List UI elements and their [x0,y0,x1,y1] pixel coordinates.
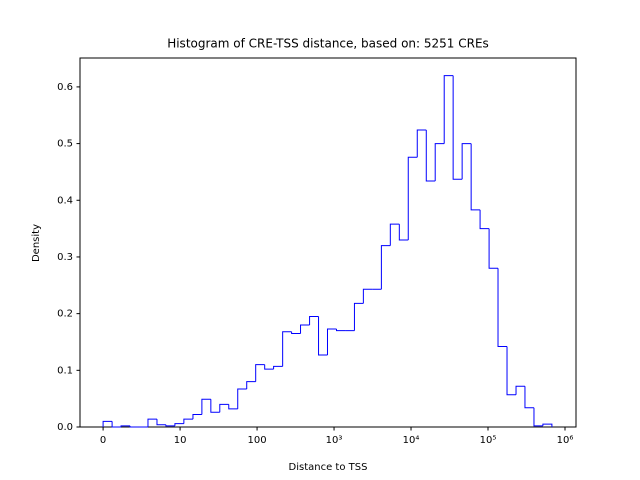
y-tick-label: 0.2 [57,309,73,320]
hist-step [201,398,211,415]
hist-step [488,228,499,269]
hist-step [309,315,319,325]
y-tick-label: 0.6 [57,82,73,93]
hist-step [389,223,400,246]
hist-step [515,385,525,395]
plot-frame [79,57,577,428]
hist-step [219,403,229,413]
hist-step [416,129,427,158]
hist-step [318,316,328,356]
y-tick-label: 0.4 [57,195,73,206]
y-tick-label: 0.1 [57,365,73,376]
hist-step [533,407,543,427]
x-axis-label: Distance to TSS [289,462,368,473]
hist-step [111,421,122,428]
hist-step [362,288,373,304]
x-tick-label: 10³ [326,435,343,446]
hist-step [102,420,113,427]
hist-step [398,224,409,241]
hist-step [120,425,131,427]
hist-step [380,245,391,290]
x-tick-label: 0 [100,435,106,446]
y-tick-label: 0.3 [57,252,73,263]
hist-step [452,75,463,180]
y-axis-label: Density [31,224,42,262]
hist-step [542,423,553,427]
hist-step [434,143,445,181]
hist-step [264,364,274,370]
hist-step [461,143,472,180]
hist-step [300,324,310,334]
hist-step [407,156,418,240]
hist-step [326,328,337,356]
y-tick-label: 0.0 [57,422,73,433]
hist-step [147,418,157,427]
hist-step [497,268,508,348]
hist-step [129,425,139,428]
hist-step [524,386,534,409]
hist-step [165,424,175,427]
hist-step [255,364,265,382]
hist-step [282,331,292,367]
hist-step [443,75,454,144]
hist-step [273,365,283,370]
hist-step [183,418,193,424]
hist-step [506,346,517,396]
hist-step [237,388,247,409]
hist-step [228,404,238,410]
chart-title: Histogram of CRE-TSS distance, based on:… [167,37,489,51]
x-tick-label: 10⁵ [480,435,497,446]
hist-step [291,331,301,334]
hist-step [156,419,166,426]
hist-step [335,328,346,332]
hist-step [192,414,202,420]
y-tick-label: 0.5 [57,139,73,150]
hist-step [470,143,481,211]
x-tick-label: 10⁶ [557,435,574,446]
hist-step [353,302,364,331]
x-tick-label: 10⁴ [403,435,420,446]
hist-step [479,209,490,230]
hist-step [210,399,220,413]
hist-step [246,381,256,390]
x-tick-label: 10 [174,435,187,446]
x-tick-label: 100 [248,435,267,446]
hist-step [425,129,436,182]
hist-step [174,423,184,426]
